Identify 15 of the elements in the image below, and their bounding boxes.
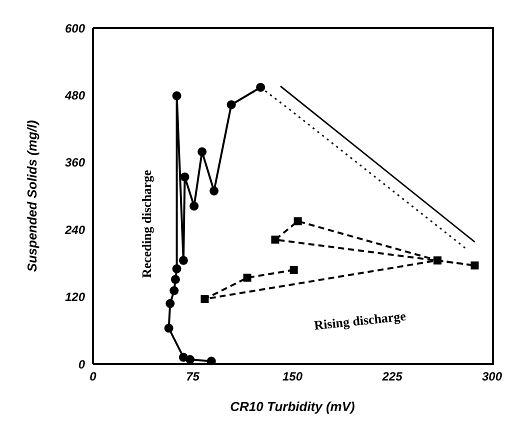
y-tick-label: 0 — [78, 357, 86, 372]
text: Receding discharge — [138, 170, 155, 278]
y-tick-label: 480 — [64, 88, 86, 102]
text: Rising discharge — [313, 308, 406, 334]
y-tick-label: 240 — [64, 222, 86, 237]
x-tick-label: 75 — [186, 370, 200, 384]
x-axis-title: CR10 Turbidity (mV) — [230, 399, 355, 414]
x-tick-label: 150 — [282, 370, 303, 384]
x-tick-label: 0 — [90, 370, 97, 384]
y-tick-label: 600 — [64, 21, 86, 36]
x-tick-label: 225 — [381, 370, 403, 384]
y-tick-label: 120 — [64, 290, 86, 304]
y-axis-title: Suspended Solids (mg/l) — [24, 120, 40, 272]
x-tick-label: 300 — [482, 370, 502, 384]
y-tick-label: 360 — [64, 156, 86, 170]
